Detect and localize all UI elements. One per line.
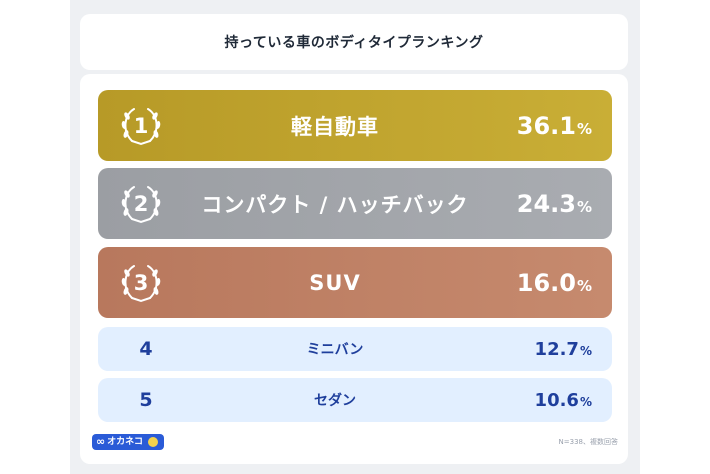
value-unit: % <box>579 343 592 358</box>
sample-note: N=338、複数回答 <box>558 438 618 446</box>
rank-number: 1 <box>133 113 149 138</box>
brand-name: オカネコ <box>107 437 143 447</box>
percentage-value: 12.7% <box>535 339 592 360</box>
rank-number: 4 <box>139 338 153 360</box>
value-number: 36.1 <box>516 111 576 140</box>
value-number: 12.7 <box>534 338 579 360</box>
value-unit: % <box>579 394 592 409</box>
percentage-value: 10.6% <box>535 390 592 411</box>
percentage-value: 24.3% <box>517 190 592 218</box>
value-number: 10.6 <box>534 389 579 411</box>
ranking-row-5: 5 セダン 10.6% <box>98 378 612 422</box>
rank-number: 3 <box>133 270 149 295</box>
title-card: 持っている車のボディタイプランキング <box>80 14 628 70</box>
rank-number: 5 <box>139 389 153 411</box>
category-label: コンパクト / ハッチバック <box>201 192 469 217</box>
value-unit: % <box>576 276 592 295</box>
percentage-value: 36.1% <box>517 112 592 140</box>
value-number: 24.3 <box>516 189 576 218</box>
category-label: 軽自動車 <box>291 114 379 139</box>
laurel-1st-icon: 1 <box>116 101 166 151</box>
infinity-icon: ∞ <box>96 435 106 448</box>
mascot-icon <box>148 437 158 447</box>
ranking-row-1: 1 軽自動車 36.1% <box>98 90 612 161</box>
chart-title: 持っている車のボディタイプランキング <box>224 35 484 51</box>
category-label: ミニバン <box>306 342 364 358</box>
ranking-row-4: 4 ミニバン 12.7% <box>98 327 612 371</box>
value-unit: % <box>576 119 592 138</box>
laurel-2nd-icon: 2 <box>116 179 166 229</box>
ranking-row-3: 3 SUV 16.0% <box>98 247 612 318</box>
brand-logo: ∞ オカネコ <box>92 434 164 450</box>
value-number: 16.0 <box>516 268 576 297</box>
category-label: SUV <box>309 270 361 295</box>
category-label: セダン <box>314 393 356 409</box>
rank-number: 2 <box>133 191 149 216</box>
percentage-value: 16.0% <box>517 269 592 297</box>
value-unit: % <box>576 197 592 216</box>
laurel-3rd-icon: 3 <box>116 258 166 308</box>
ranking-row-2: 2 コンパクト / ハッチバック 24.3% <box>98 168 612 239</box>
